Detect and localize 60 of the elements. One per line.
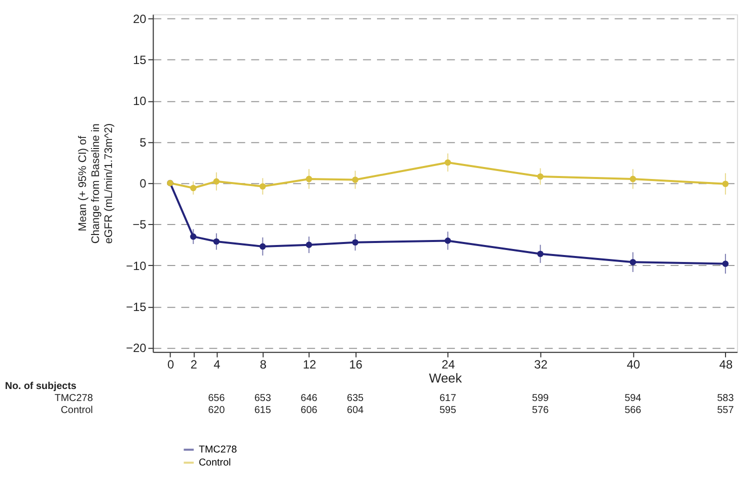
x-tick-label: 4: [214, 357, 221, 372]
point: [537, 250, 544, 258]
point: [190, 233, 196, 240]
point: [722, 180, 729, 188]
point: [213, 238, 220, 245]
x-axis-title: Week: [428, 370, 462, 386]
point: [260, 243, 266, 250]
text: 599: [532, 392, 550, 404]
point: [190, 184, 196, 192]
text: 653: [254, 392, 272, 404]
text: 576: [532, 404, 550, 416]
y-tick-label: 10: [132, 94, 147, 108]
point: [722, 260, 729, 267]
point: [213, 178, 220, 185]
text: No. of subjects: [4, 380, 77, 392]
text: 620: [208, 404, 226, 416]
text: 595: [439, 404, 457, 416]
x-tick-label: 12: [302, 357, 316, 372]
text: Control: [60, 404, 93, 416]
text: 635: [346, 392, 364, 404]
text: 594: [624, 392, 642, 404]
y-tick-label: −10: [126, 258, 147, 273]
x-tick-label: 16: [349, 357, 363, 372]
point: [306, 176, 312, 182]
point: [306, 242, 312, 248]
point: [444, 238, 451, 244]
point: [630, 176, 636, 182]
x-tick-label: 32: [534, 357, 548, 372]
x-tick-label: 2: [190, 357, 198, 372]
point: [352, 239, 358, 246]
y-axis-title: Mean (+ 95% CI) of Change from Baseline in eGFR (mL/min/1.73m^2): [77, 123, 115, 244]
x-tick-label: 0: [167, 357, 174, 372]
text: 604: [346, 404, 364, 416]
text: 656: [208, 392, 226, 404]
legend-label: Control: [198, 458, 231, 469]
text: 583: [717, 392, 734, 404]
point: [352, 176, 358, 183]
text: 606: [300, 404, 318, 416]
text: 566: [624, 404, 642, 416]
y-tick-label: −5: [132, 218, 147, 232]
y-tick-label: −20: [126, 341, 147, 356]
y-tick-label: 15: [132, 53, 147, 68]
y-tick-label: −15: [126, 300, 147, 314]
text: 615: [254, 404, 272, 416]
y-tick-label: 5: [140, 135, 147, 150]
text: 557: [717, 404, 734, 416]
y-tick-label: 20: [132, 12, 147, 26]
point: [630, 258, 636, 266]
point: [444, 159, 451, 166]
x-tick-label: 48: [719, 357, 733, 372]
point: [537, 173, 544, 180]
text: 617: [439, 392, 457, 404]
x-tick-label: 40: [626, 357, 640, 372]
legend-label: TMC278: [198, 444, 238, 456]
x-tick-label: 8: [260, 357, 267, 372]
y-tick-label: 0: [140, 176, 147, 191]
text: TMC278: [54, 392, 94, 404]
point: [260, 183, 266, 190]
text: 646: [300, 392, 318, 404]
x-tick-label: 24: [442, 357, 456, 372]
